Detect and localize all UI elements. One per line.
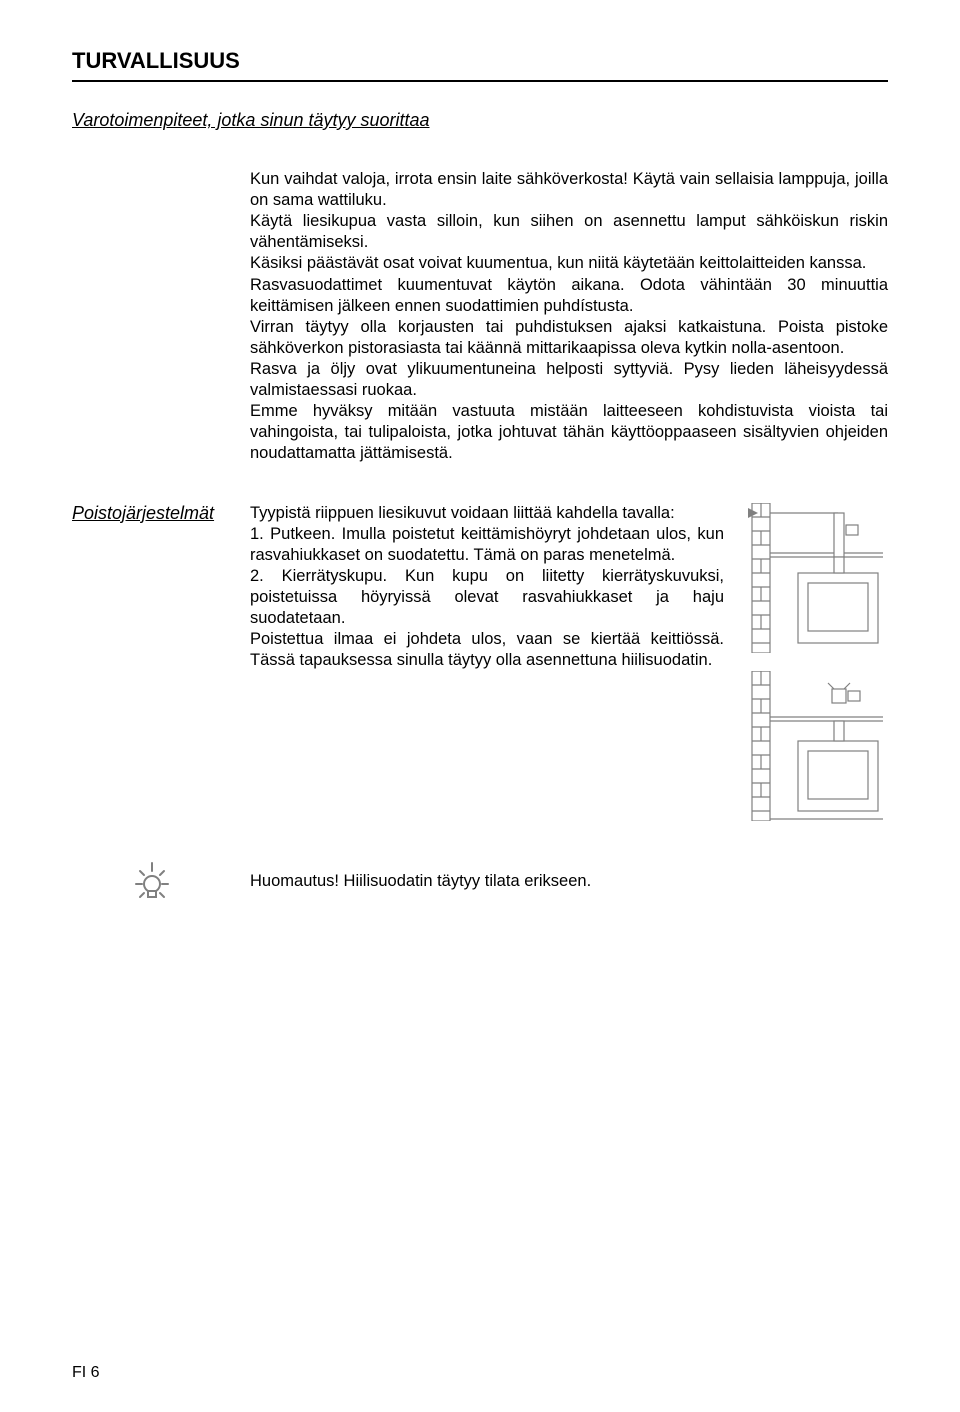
exhaust-systems-section: Poistojärjestelmät Tyypistä riippuen lie… xyxy=(72,503,888,821)
section-subheading: Varotoimenpiteet, jotka sinun täytyy suo… xyxy=(72,110,888,131)
note-row: Huomautus! Hiilisuodatin täytyy tilata e… xyxy=(72,857,888,907)
exhaust-diagrams xyxy=(748,503,888,821)
lightbulb-icon xyxy=(127,857,177,907)
note-text: Huomautus! Hiilisuodatin täytyy tilata e… xyxy=(250,871,591,892)
section-heading: TURVALLISUUS xyxy=(72,48,888,74)
heading-rule xyxy=(72,80,888,82)
recirculation-diagram xyxy=(748,671,888,821)
exhaust-systems-label: Poistojärjestelmät xyxy=(72,503,232,524)
ducted-diagram xyxy=(748,503,888,653)
section-body: Kun vaihdat valoja, irrota ensin laite s… xyxy=(250,169,888,465)
exhaust-systems-body: Tyypistä riippuen liesikuvut voidaan lii… xyxy=(250,503,724,672)
page-footer: FI 6 xyxy=(72,1364,100,1382)
